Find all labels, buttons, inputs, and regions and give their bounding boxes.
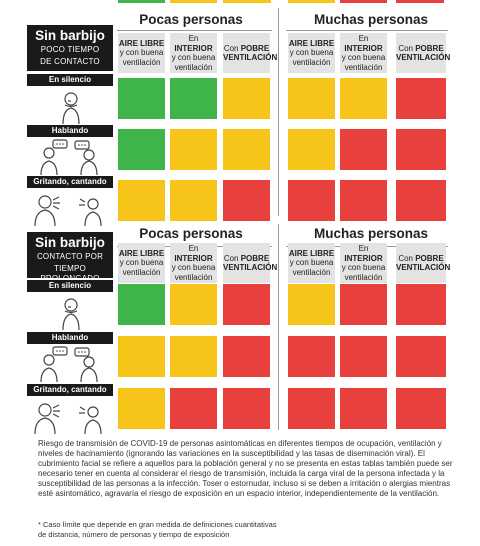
- top-strip-segment: [223, 0, 271, 3]
- footnote-line1: * Caso límite que depende en gran medida…: [38, 520, 277, 529]
- section-subtitle-line1: CONTACTO POR: [36, 252, 104, 261]
- risk-cell-yellow: [288, 129, 335, 170]
- section-subtitle-line2: DE CONTACTO: [40, 57, 100, 66]
- risk-cell-red: [340, 129, 387, 170]
- top-strip-segment: [340, 0, 387, 3]
- row-label: Hablando: [27, 125, 113, 137]
- row-label: Gritando, cantando: [27, 384, 113, 396]
- section-subtitle-line1: POCO TIEMPO: [40, 45, 100, 54]
- section-subtitle-line2: TIEMPO PROLONGADO: [40, 264, 100, 283]
- risk-cell-red: [396, 388, 446, 429]
- risk-cell-red: [396, 129, 446, 170]
- risk-cell-yellow: [223, 78, 270, 119]
- risk-cell-red: [340, 180, 387, 221]
- risk-cell-red: [396, 284, 446, 325]
- person-silent-icon: [27, 86, 113, 126]
- column-header: AIRE LIBRE y con buena ventilación: [288, 33, 335, 73]
- group-divider: [278, 224, 279, 430]
- group-title-many-people: Muchas personas: [313, 12, 429, 27]
- top-strip-segment: [396, 0, 444, 3]
- risk-cell-yellow: [288, 284, 335, 325]
- risk-cell-yellow: [170, 336, 217, 377]
- group-title-many-people: Muchas personas: [313, 226, 429, 241]
- group-title-few-people: Pocas personas: [139, 226, 243, 241]
- people-talking-icon: [27, 344, 113, 384]
- column-header: En INTERIOR y con buena ventilación: [170, 243, 217, 283]
- section-title-box: Sin barbijo CONTACTO POR TIEMPO PROLONGA…: [27, 232, 113, 283]
- header-underline-left: [117, 30, 272, 31]
- risk-cell-yellow: [118, 180, 165, 221]
- risk-cell-red: [396, 180, 446, 221]
- row-label: En silencio: [27, 74, 113, 86]
- people-shouting-icon: [27, 188, 113, 228]
- top-strip-segment: [288, 0, 335, 3]
- risk-cell-yellow: [118, 388, 165, 429]
- risk-cell-red: [340, 388, 387, 429]
- column-header: Con POBRE VENTILACIÓN: [223, 33, 277, 73]
- column-header: AIRE LIBRE y con buena ventilación: [118, 33, 165, 73]
- risk-cell-yellow: [288, 78, 335, 119]
- risk-cell-yellow: [223, 129, 270, 170]
- risk-cell-red: [396, 78, 446, 119]
- group-title-few-people: Pocas personas: [139, 12, 243, 27]
- risk-cell-red: [223, 284, 270, 325]
- risk-cell-red: [223, 336, 270, 377]
- column-header: En INTERIOR y con buena ventilación: [170, 33, 217, 73]
- top-color-strip: [0, 0, 480, 3]
- section-title: Sin barbijo: [35, 235, 105, 250]
- risk-cell-yellow: [118, 336, 165, 377]
- risk-cell-red: [340, 284, 387, 325]
- column-header: AIRE LIBRE y con buena ventilación: [288, 243, 335, 283]
- section-title-box: Sin barbijo POCO TIEMPO DE CONTACTO: [27, 25, 113, 71]
- risk-cell-yellow: [340, 78, 387, 119]
- column-header: Con POBRE VENTILACIÓN: [223, 243, 277, 283]
- risk-cell-yellow: [170, 180, 217, 221]
- risk-cell-red: [223, 388, 270, 429]
- top-strip-segment: [170, 0, 217, 3]
- risk-cell-red: [396, 336, 446, 377]
- risk-cell-yellow: [170, 129, 217, 170]
- risk-cell-green: [118, 284, 165, 325]
- footnote: * Caso límite que depende en gran medida…: [38, 520, 458, 539]
- row-label: Hablando: [27, 332, 113, 344]
- row-label: En silencio: [27, 280, 113, 292]
- column-header: Con POBRE VENTILACIÓN: [396, 33, 450, 73]
- risk-cell-green: [118, 78, 165, 119]
- risk-cell-yellow: [170, 284, 217, 325]
- person-silent-icon: [27, 292, 113, 332]
- top-strip-segment: [118, 0, 165, 3]
- column-header: AIRE LIBRE y con buena ventilación: [118, 243, 165, 283]
- column-header: Con POBRE VENTILACIÓN: [396, 243, 450, 283]
- risk-cell-red: [170, 388, 217, 429]
- risk-cell-red: [288, 388, 335, 429]
- column-header: En INTERIOR y con buena ventilación: [340, 243, 387, 283]
- footnote-line2: de distancia, número de personas y tiemp…: [38, 529, 230, 539]
- risk-cell-red: [288, 336, 335, 377]
- section-title: Sin barbijo: [35, 28, 105, 43]
- group-divider: [278, 8, 279, 216]
- risk-cell-red: [340, 336, 387, 377]
- risk-cell-green: [118, 129, 165, 170]
- people-shouting-icon: [27, 396, 113, 436]
- risk-cell-green: [170, 78, 217, 119]
- people-talking-icon: [27, 137, 113, 177]
- risk-cell-red: [288, 180, 335, 221]
- row-label: Gritando, cantando: [27, 176, 113, 188]
- column-header: En INTERIOR y con buena ventilación: [340, 33, 387, 73]
- risk-cell-red: [223, 180, 270, 221]
- caption-text: Riesgo de transmisión de COVID-19 de per…: [38, 439, 453, 498]
- header-underline-right: [286, 30, 448, 31]
